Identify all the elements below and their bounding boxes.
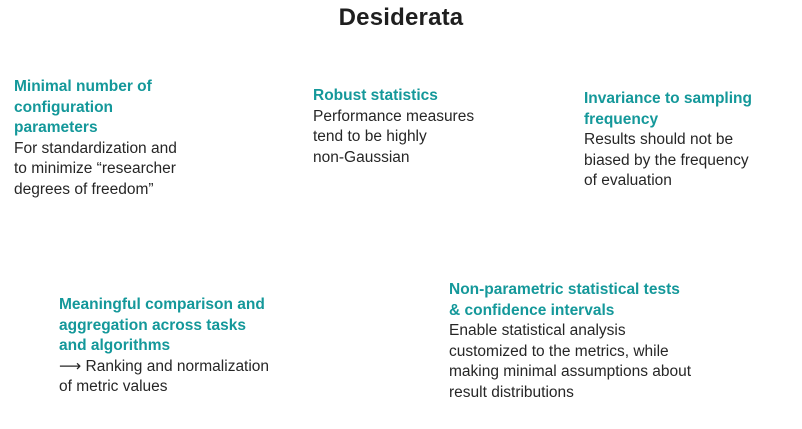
desideratum-heading: Minimal number of configuration paramete… [14,78,152,136]
desideratum-description: Enable statistical analysis customized t… [449,322,692,401]
desideratum-description: Results should not be biased by the freq… [584,131,749,189]
desideratum-heading: Invariance to sampling frequency [584,90,752,128]
desideratum-meaningful-comparison: Meaningful comparison and aggregation ac… [59,295,319,398]
desideratum-description: ⟶ Ranking and normalization of metric va… [59,357,270,396]
slide-title: Desiderata [338,4,464,31]
desideratum-heading: Non-parametric statistical tests & confi… [449,281,680,319]
desideratum-nonparametric-tests: Non-parametric statistical tests & confi… [449,280,749,403]
desideratum-robust-statistics: Robust statistics Performance measures t… [313,86,528,168]
desideratum-heading: Meaningful comparison and aggregation ac… [59,296,265,354]
desideratum-description: Performance measures tend to be highly n… [313,107,475,166]
desideratum-description: For standardization and to minimize “res… [14,139,177,198]
desideratum-heading: Robust statistics [313,87,438,104]
desideratum-configuration-parameters: Minimal number of configuration paramete… [14,77,229,200]
desideratum-sampling-invariance: Invariance to sampling frequency Results… [584,89,794,192]
